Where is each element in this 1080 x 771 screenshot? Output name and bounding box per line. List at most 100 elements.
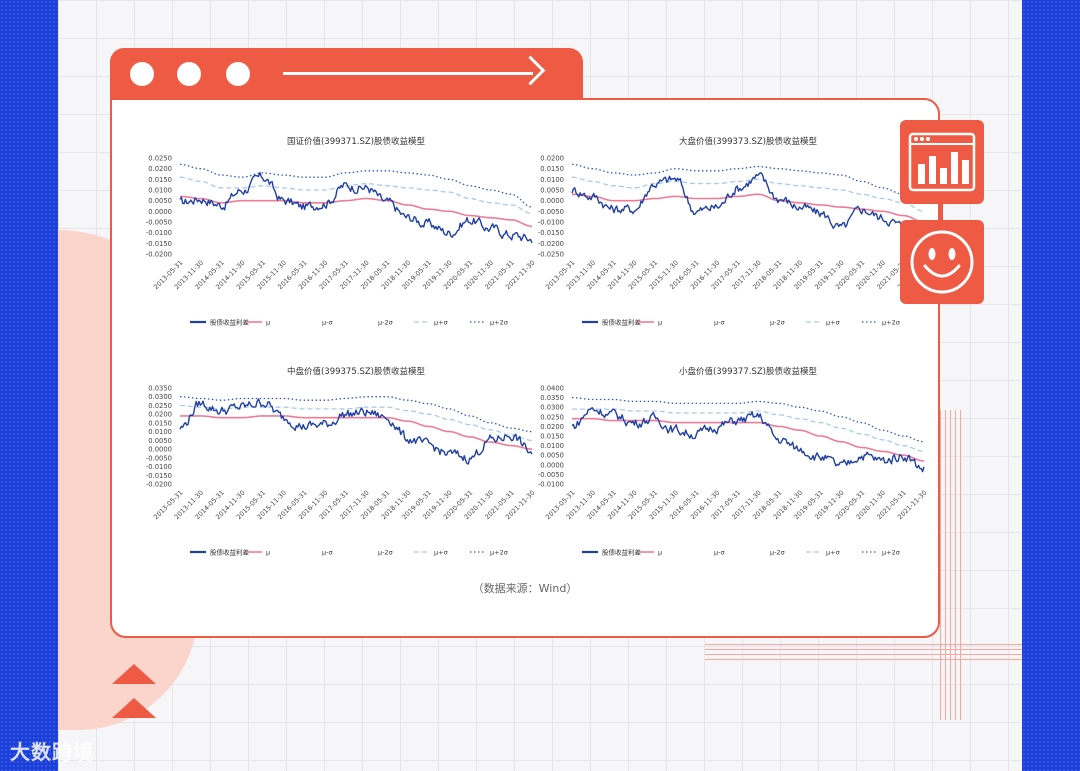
y-tick-label: 0.0100	[540, 176, 564, 184]
y-tick-label: -0.0150	[538, 229, 564, 237]
legend-label: μ+σ	[434, 549, 448, 557]
y-tick-label: 0.0150	[540, 165, 564, 173]
series-mu	[180, 415, 532, 450]
y-tick-label: -0.0050	[538, 208, 564, 216]
series-mu_minus_2sigma	[180, 432, 532, 465]
y-tick-label: -0.0050	[146, 219, 172, 227]
y-tick-label: 0.0300	[540, 404, 564, 412]
legend-label: 股债收益利差	[602, 548, 642, 557]
triangle-icon	[112, 698, 156, 718]
series-mu	[572, 193, 925, 223]
y-tick-label: 0.0050	[148, 197, 172, 205]
series-mu_plus_sigma	[180, 176, 533, 215]
series-mu_minus_2sigma	[572, 440, 924, 473]
line-chart: 国证价值(399371.SZ)股债收益模型 0.0250 0.0200 0.0150 0…	[146, 136, 537, 327]
legend-label: μ-2σ	[770, 319, 785, 327]
y-tick-label: 0.0150	[148, 176, 172, 184]
y-tick-label: 0.0300	[148, 393, 172, 401]
y-tick-label: -0.0050	[146, 454, 172, 462]
chart-dapan: 大盘价值(399373.SZ)股债收益模型 0.0200 0.0150 0.0100 0…	[532, 132, 932, 347]
y-tick-label: 0.0050	[540, 452, 564, 460]
y-tick-label: 0.0200	[540, 155, 564, 163]
y-tick-label: -0.0150	[146, 472, 172, 480]
window-dot-3	[226, 62, 250, 86]
legend-label: μ+2σ	[490, 549, 508, 557]
y-tick-label: 0.0250	[148, 402, 172, 410]
legend-label: μ	[658, 319, 662, 327]
y-tick-label: 0.0000	[540, 461, 564, 469]
legend-label: μ+2σ	[882, 319, 900, 327]
y-tick-label: 0.0150	[148, 419, 172, 427]
y-tick-label: 0.0050	[148, 437, 172, 445]
series-mu_minus_2sigma	[572, 226, 924, 239]
series-mu	[180, 195, 533, 228]
series-spread	[179, 398, 533, 465]
arrow-line	[283, 72, 533, 75]
chart-zhongpan: 中盘价值(399375.SZ)股债收益模型 0.0350 0.0300 0.0250 0…	[140, 362, 540, 577]
decor-stripes	[705, 640, 1022, 660]
series-spread	[179, 171, 533, 244]
window-titlebar	[110, 48, 583, 100]
legend-label: μ	[658, 549, 662, 557]
series-mu_plus_2sigma	[180, 163, 533, 208]
y-tick-label: 0.0250	[148, 155, 172, 163]
chart-title: 国证价值(399371.SZ)股债收益模型	[287, 136, 426, 147]
y-tick-label: 0.0350	[540, 394, 564, 402]
y-tick-label: 0.0350	[148, 385, 172, 393]
chart-title: 大盘价值(399373.SZ)股债收益模型	[679, 136, 818, 147]
smiley-icon	[900, 220, 984, 304]
window-dot-2	[177, 62, 201, 86]
triangle-icon	[112, 664, 156, 684]
window-dot-1	[130, 62, 154, 86]
legend-label: μ	[266, 549, 270, 557]
chart-title: 小盘价值(399377.SZ)股债收益模型	[679, 366, 818, 377]
y-tick-label: 0.0150	[540, 433, 564, 441]
chart-guozheng: 国证价值(399371.SZ)股债收益模型 0.0250 0.0200 0.0150 0…	[140, 132, 540, 347]
series-mu_minus_2sigma	[180, 220, 532, 246]
legend-label: μ-2σ	[770, 549, 785, 557]
chart-xiaopan: 小盘价值(399377.SZ)股债收益模型 0.0400 0.0350 0.0300 0…	[532, 362, 932, 577]
legend-label: μ-2σ	[378, 319, 393, 327]
legend-label: μ+σ	[826, 549, 840, 557]
y-tick-label: -0.0100	[538, 481, 564, 489]
series-mu_plus_sigma	[572, 408, 925, 453]
chart-title: 中盘价值(399375.SZ)股债收益模型	[287, 366, 426, 377]
y-tick-label: 0.0050	[540, 187, 564, 195]
series-spread	[571, 407, 925, 473]
line-chart: 大盘价值(399373.SZ)股债收益模型 0.0200 0.0150 0.0100 0…	[538, 136, 929, 327]
y-tick-label: -0.0200	[538, 240, 564, 248]
icon-connector	[940, 200, 943, 220]
y-tick-label: -0.0100	[146, 463, 172, 471]
y-tick-label: -0.0200	[146, 481, 172, 489]
y-tick-label: 0.0100	[540, 442, 564, 450]
legend-label: 股债收益利差	[210, 318, 250, 327]
y-tick-label: 0.0200	[148, 165, 172, 173]
legend-label: 股债收益利差	[210, 548, 250, 557]
chart-window: 国证价值(399371.SZ)股债收益模型 0.0250 0.0200 0.0150 0…	[110, 98, 940, 638]
series-spread	[571, 172, 925, 242]
y-tick-label: -0.0200	[146, 251, 172, 259]
y-tick-label: 0.0200	[540, 423, 564, 431]
legend-label: μ+2σ	[490, 319, 508, 327]
watermark-logo: 大数跨境	[10, 740, 94, 764]
series-mu_minus_sigma	[180, 209, 532, 237]
source-note: （数据来源：Wind）	[472, 582, 578, 595]
legend-label: μ+σ	[826, 319, 840, 327]
y-tick-label: 0.0400	[540, 385, 564, 393]
y-tick-label: -0.0100	[538, 219, 564, 227]
decor-stripes	[940, 410, 964, 720]
series-mu_plus_sigma	[572, 176, 925, 212]
legend-label: μ+σ	[434, 319, 448, 327]
y-tick-label: 0.0000	[148, 446, 172, 454]
legend-label: μ-σ	[322, 549, 333, 557]
series-mu_plus_2sigma	[572, 163, 925, 202]
legend-label: 股债收益利差	[602, 318, 642, 327]
y-tick-label: -0.0250	[538, 251, 564, 259]
series-mu_plus_2sigma	[572, 396, 925, 443]
left-pattern	[0, 0, 58, 771]
y-tick-label: -0.0100	[146, 229, 172, 237]
legend-label: μ-2σ	[378, 549, 393, 557]
y-tick-label: -0.0150	[146, 240, 172, 248]
y-tick-label: 0.0100	[148, 428, 172, 436]
